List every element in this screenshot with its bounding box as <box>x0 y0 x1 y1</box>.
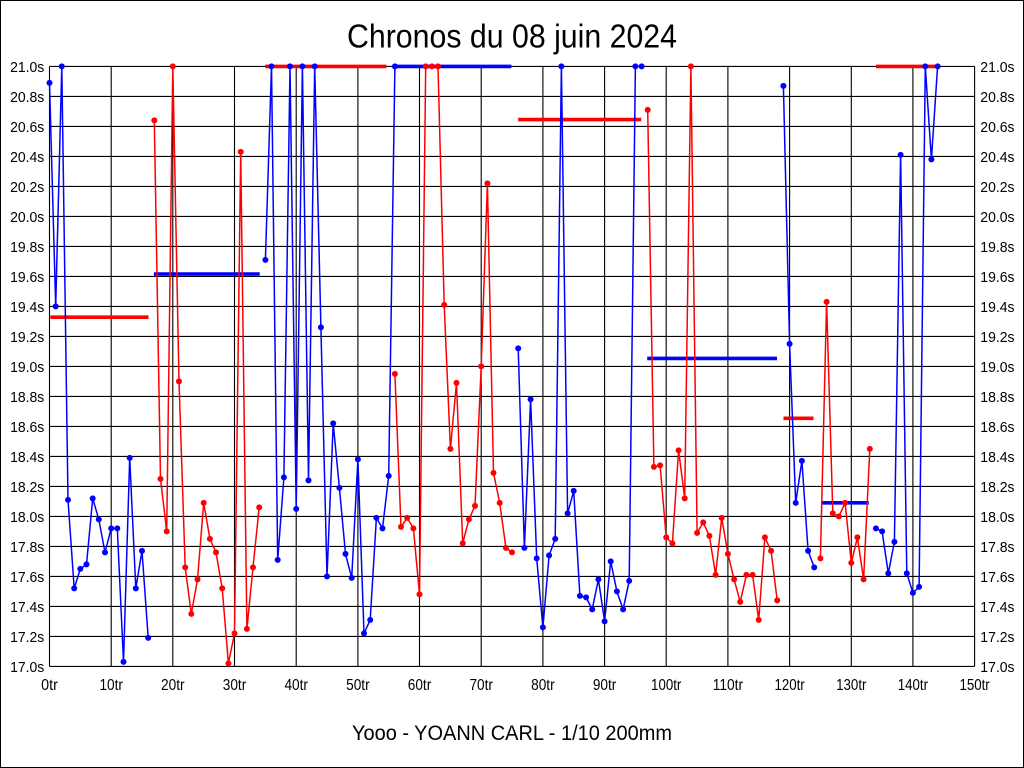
svg-text:19.4s: 19.4s <box>10 299 45 316</box>
svg-text:20.0s: 20.0s <box>10 209 45 226</box>
svg-text:18.2s: 18.2s <box>10 479 45 496</box>
svg-text:19.2s: 19.2s <box>10 329 45 346</box>
svg-text:19.8s: 19.8s <box>10 239 45 256</box>
svg-text:21.0s: 21.0s <box>10 59 45 76</box>
svg-text:100tr: 100tr <box>651 677 681 694</box>
svg-text:Chronos du 08 juin 2024: Chronos du 08 juin 2024 <box>347 18 677 55</box>
svg-text:80tr: 80tr <box>531 677 555 694</box>
svg-text:17.6s: 17.6s <box>10 569 45 586</box>
svg-text:19.6s: 19.6s <box>980 269 1015 286</box>
svg-text:150tr: 150tr <box>959 677 989 694</box>
svg-text:30tr: 30tr <box>223 677 247 694</box>
svg-text:17.0s: 17.0s <box>10 659 45 676</box>
svg-text:17.4s: 17.4s <box>980 599 1015 616</box>
svg-text:20.6s: 20.6s <box>980 119 1015 136</box>
svg-text:17.2s: 17.2s <box>980 629 1015 646</box>
svg-text:18.4s: 18.4s <box>10 449 45 466</box>
svg-text:20.0s: 20.0s <box>980 209 1015 226</box>
svg-text:19.0s: 19.0s <box>10 359 45 376</box>
svg-text:21.0s: 21.0s <box>980 59 1015 76</box>
svg-text:19.4s: 19.4s <box>980 299 1015 316</box>
svg-text:20.4s: 20.4s <box>980 149 1015 166</box>
svg-text:120tr: 120tr <box>774 677 804 694</box>
svg-text:40tr: 40tr <box>284 677 308 694</box>
svg-text:18.0s: 18.0s <box>980 509 1015 526</box>
svg-text:60tr: 60tr <box>408 677 432 694</box>
svg-text:17.4s: 17.4s <box>10 599 45 616</box>
svg-text:18.4s: 18.4s <box>980 449 1015 466</box>
svg-text:18.6s: 18.6s <box>10 419 45 436</box>
svg-text:50tr: 50tr <box>346 677 370 694</box>
svg-text:20.8s: 20.8s <box>10 89 45 106</box>
svg-text:18.0s: 18.0s <box>10 509 45 526</box>
svg-text:90tr: 90tr <box>593 677 617 694</box>
svg-text:20.6s: 20.6s <box>10 119 45 136</box>
svg-text:19.0s: 19.0s <box>980 359 1015 376</box>
svg-text:20.2s: 20.2s <box>980 179 1015 196</box>
svg-text:17.6s: 17.6s <box>980 569 1015 586</box>
svg-text:10tr: 10tr <box>99 677 123 694</box>
svg-text:Yooo - YOANN CARL - 1/10 200mm: Yooo - YOANN CARL - 1/10 200mm <box>352 722 672 745</box>
svg-text:17.8s: 17.8s <box>10 539 45 556</box>
svg-text:20.8s: 20.8s <box>980 89 1015 106</box>
svg-text:17.0s: 17.0s <box>980 659 1015 676</box>
svg-text:140tr: 140tr <box>898 677 928 694</box>
svg-text:19.6s: 19.6s <box>10 269 45 286</box>
svg-text:18.6s: 18.6s <box>980 419 1015 436</box>
svg-text:0tr: 0tr <box>41 677 58 694</box>
svg-text:70tr: 70tr <box>469 677 493 694</box>
svg-text:19.8s: 19.8s <box>980 239 1015 256</box>
svg-text:20.4s: 20.4s <box>10 149 45 166</box>
svg-text:130tr: 130tr <box>836 677 866 694</box>
svg-text:110tr: 110tr <box>713 677 743 694</box>
svg-text:17.8s: 17.8s <box>980 539 1015 556</box>
svg-text:18.8s: 18.8s <box>10 389 45 406</box>
svg-text:20.2s: 20.2s <box>10 179 45 196</box>
svg-text:18.2s: 18.2s <box>980 479 1015 496</box>
svg-text:18.8s: 18.8s <box>980 389 1015 406</box>
svg-text:19.2s: 19.2s <box>980 329 1015 346</box>
svg-text:20tr: 20tr <box>161 677 185 694</box>
svg-text:17.2s: 17.2s <box>10 629 45 646</box>
